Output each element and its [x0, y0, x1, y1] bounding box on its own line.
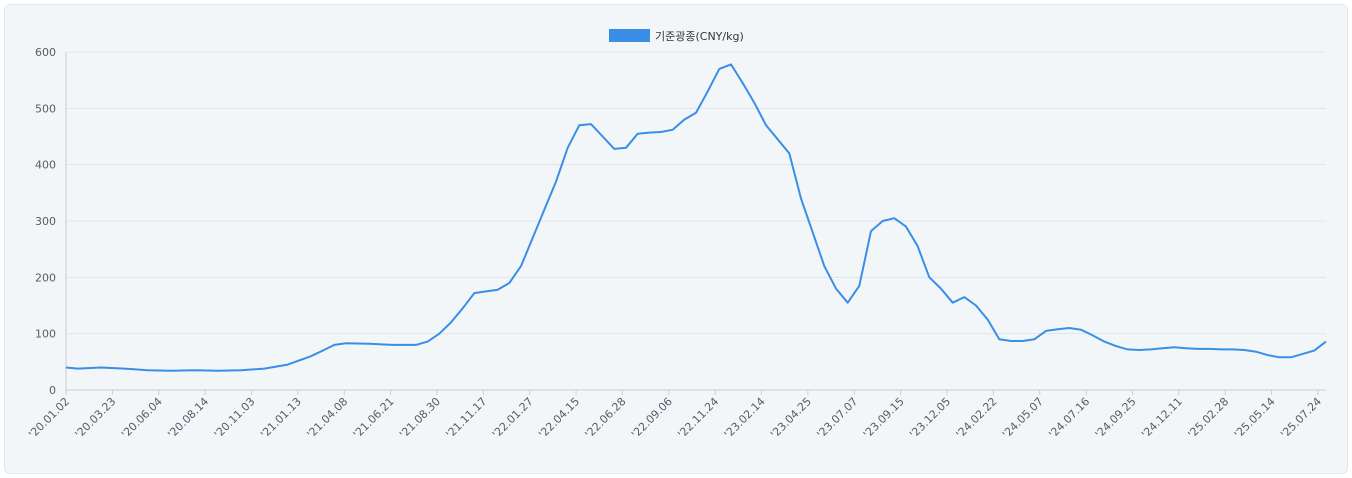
x-tick-label: '22.11.24 — [675, 395, 721, 441]
y-tick-label: 500 — [35, 102, 56, 115]
series-layer — [65, 63, 1327, 372]
x-tick-label: '21.08.30 — [397, 395, 443, 441]
x-tick-label: '25.02.28 — [1185, 395, 1231, 441]
x-tick-label: '25.07.24 — [1278, 395, 1324, 441]
x-tick-label: '24.07.16 — [1046, 395, 1092, 441]
x-tick-label: '24.09.25 — [1093, 395, 1139, 441]
x-tick-label: '23.04.25 — [768, 395, 814, 441]
y-tick-label: 600 — [35, 46, 56, 59]
series-line[interactable] — [65, 63, 1327, 372]
x-tick-label: '21.06.21 — [351, 395, 397, 441]
x-axis: '20.01.02'20.03.23'20.06.04'20.08.14'20.… — [26, 389, 1326, 441]
x-tick-label: '22.01.27 — [490, 395, 536, 441]
x-tick-label: '25.05.14 — [1232, 395, 1278, 441]
x-tick-label: '23.02.14 — [722, 395, 768, 441]
y-tick-label: 200 — [35, 271, 56, 284]
x-tick-label: '20.06.04 — [119, 395, 165, 441]
x-tick-label: '20.11.03 — [212, 395, 258, 441]
chart-card — [4, 4, 1348, 474]
y-tick-label: 100 — [35, 328, 56, 341]
x-tick-label: '20.01.02 — [26, 395, 72, 441]
x-tick-label: '22.09.06 — [629, 395, 675, 441]
x-tick-label: '24.02.22 — [954, 395, 1000, 441]
x-tick-label: '20.03.23 — [73, 395, 119, 441]
y-tick-label: 400 — [35, 159, 56, 172]
y-tick-label: 0 — [49, 384, 56, 397]
grid-lines — [66, 51, 1326, 391]
x-tick-label: '21.01.13 — [258, 395, 304, 441]
legend-swatch — [609, 29, 650, 42]
x-tick-label: '24.05.07 — [1000, 395, 1046, 441]
legend-label: 기준광종(CNY/kg) — [655, 30, 744, 43]
x-tick-label: '22.06.28 — [583, 395, 629, 441]
x-tick-label: '23.07.07 — [814, 395, 860, 441]
x-tick-label: '20.08.14 — [165, 395, 211, 441]
x-tick-label: '22.04.15 — [536, 395, 582, 441]
x-tick-label: '23.12.05 — [907, 395, 953, 441]
x-tick-label: '24.12.11 — [1139, 395, 1185, 441]
legend[interactable]: 기준광종(CNY/kg) — [609, 29, 744, 43]
x-tick-label: '21.04.08 — [304, 395, 350, 441]
y-axis: 0 100 200 300 400 500 600 — [35, 46, 67, 397]
x-tick-label: '23.09.15 — [861, 395, 907, 441]
x-tick-label: '21.11.17 — [443, 395, 489, 441]
y-tick-label: 300 — [35, 215, 56, 228]
